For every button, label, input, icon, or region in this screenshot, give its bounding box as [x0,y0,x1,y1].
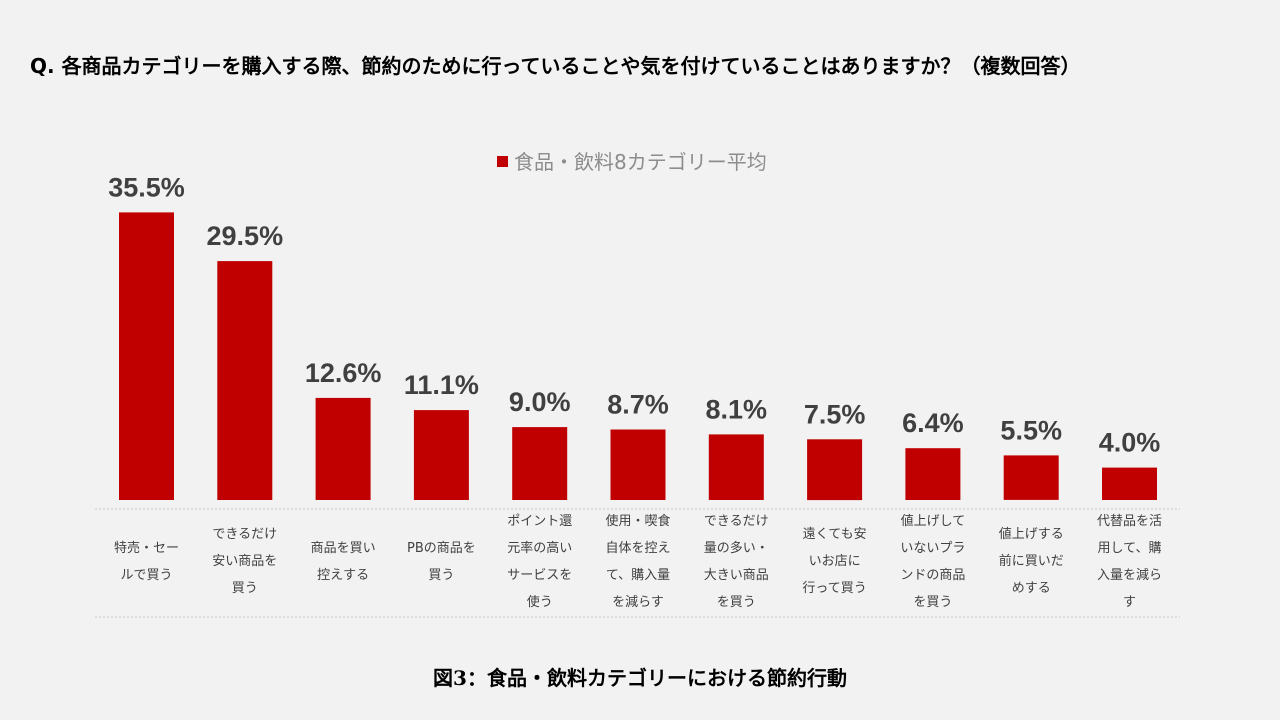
bar [905,448,961,500]
legend-swatch [497,156,508,167]
bar-value-label: 11.1% [404,370,479,400]
category-label: 値上げしていないプランドの商品を買う [900,513,965,610]
bar-value-label: 12.6% [305,358,382,388]
bar [217,261,273,500]
category-label: 遠くても安いお店に行って買う [802,527,866,596]
category-label: 特売・セールで買う [114,540,179,583]
bar-value-label: 7.5% [804,399,866,429]
bar-value-label: 8.7% [607,390,669,420]
category-label: できるだけ安い商品を買う [212,527,277,596]
category-label: ポイント還元率の高いサービスを使う [507,514,572,610]
category-label: できるだけ量の多い・大きい商品を買う [704,514,769,610]
category-label: 商品を買い控えする [311,541,376,583]
bar [119,212,174,500]
bar-value-label: 4.0% [1099,428,1161,458]
category-label: 値上げする前に買いだめする [999,526,1064,596]
bar [1003,455,1059,500]
category-label: 代替品を活用して、購入量を減らす [1097,514,1162,610]
bar-value-label: 35.5% [108,172,185,202]
bar [1102,467,1157,500]
bar [708,434,764,500]
bar-value-label: 29.5% [207,221,284,251]
bar [807,439,863,501]
bar [413,410,469,500]
bar-value-label: 6.4% [902,408,964,438]
bar-value-label: 9.0% [509,387,571,417]
legend-label: 食品・飲料8カテゴリー平均 [514,150,767,174]
category-label: 使用・喫食自体を控えて、購入量を減らす [605,513,670,610]
category-label: PBの商品を買う [407,541,476,583]
bar [315,397,371,500]
bar [610,429,666,500]
question-title: Q. 各商品カテゴリーを購入する際、節約のために行っていることや気を付けているこ… [30,54,1081,78]
chart-legend: 食品・飲料8カテゴリー平均 [497,146,767,175]
figure-caption: 図3：食品・飲料カテゴリーにおける節約行動 [433,666,847,690]
bar [512,427,568,500]
bar-value-label: 8.1% [706,394,768,424]
bar-value-label: 5.5% [1000,415,1062,445]
